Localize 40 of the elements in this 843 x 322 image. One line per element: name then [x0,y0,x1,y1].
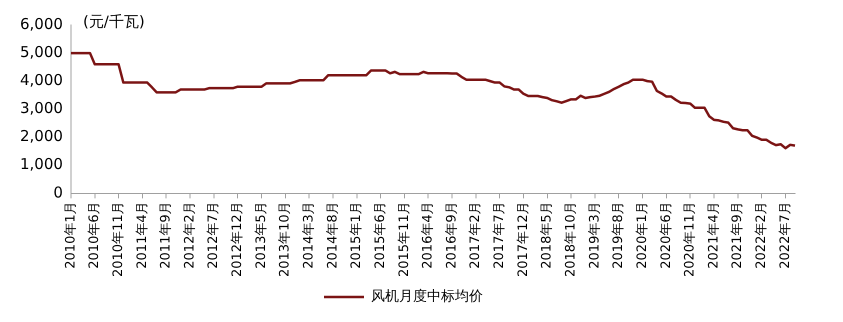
y-tick-label: 5,000 [20,42,63,61]
x-tick-label: 2016年4月 [420,201,436,269]
x-tick-label: 2012年7月 [206,201,222,269]
x-tick-label: 2019年8月 [611,201,626,269]
x-tick-label: 2015年6月 [372,201,388,269]
x-tick-label: 2010年11月 [110,201,126,278]
x-tick-label: 2018年10月 [563,201,578,278]
x-tick-label: 2017年7月 [492,201,508,269]
x-tick-label: 2010年6月 [87,201,102,269]
x-tick-label: 2015年11月 [396,201,412,278]
x-tick-label: 2022年2月 [754,201,770,269]
legend-label: 风机月度中标均价 [371,288,483,305]
y-tick-label: 6,000 [20,14,63,33]
x-tick-label: 2012年12月 [230,201,246,278]
x-tick-label: 2014年3月 [301,201,316,269]
x-tick-label: 2020年1月 [634,201,650,269]
x-tick-label: 2013年10月 [278,201,293,278]
x-tick-label: 2020年6月 [658,201,674,269]
y-axis-title: (元/千瓦) [82,12,145,30]
x-tick-label: 2021年9月 [730,201,746,269]
x-tick-label: 2011年4月 [134,201,150,269]
x-tick-label: 2010年1月 [63,201,78,269]
y-tick-label: 2,000 [20,127,63,146]
x-tick-label: 2013年5月 [254,201,269,269]
y-tick-label: 0 [53,183,63,202]
x-tick-label: 2019年3月 [587,201,602,269]
x-tick-label: 2014年8月 [325,201,340,269]
y-tick-label: 1,000 [20,155,63,174]
y-tick-label: 4,000 [20,71,63,90]
x-tick-label: 2022年7月 [778,201,793,269]
x-tick-label: 2021年4月 [706,201,722,269]
x-tick-label: 2012年2月 [182,201,198,269]
x-tick-label: 2016年9月 [444,201,460,269]
x-tick-label: 2015年1月 [349,201,364,269]
x-tick-label: 2018年5月 [540,201,555,269]
y-tick-label: 3,000 [20,99,63,118]
x-tick-label: 2017年2月 [468,201,484,269]
x-tick-label: 2020年11月 [682,201,698,278]
x-tick-label: 2011年9月 [158,201,174,269]
x-tick-label: 2017年12月 [516,201,531,278]
